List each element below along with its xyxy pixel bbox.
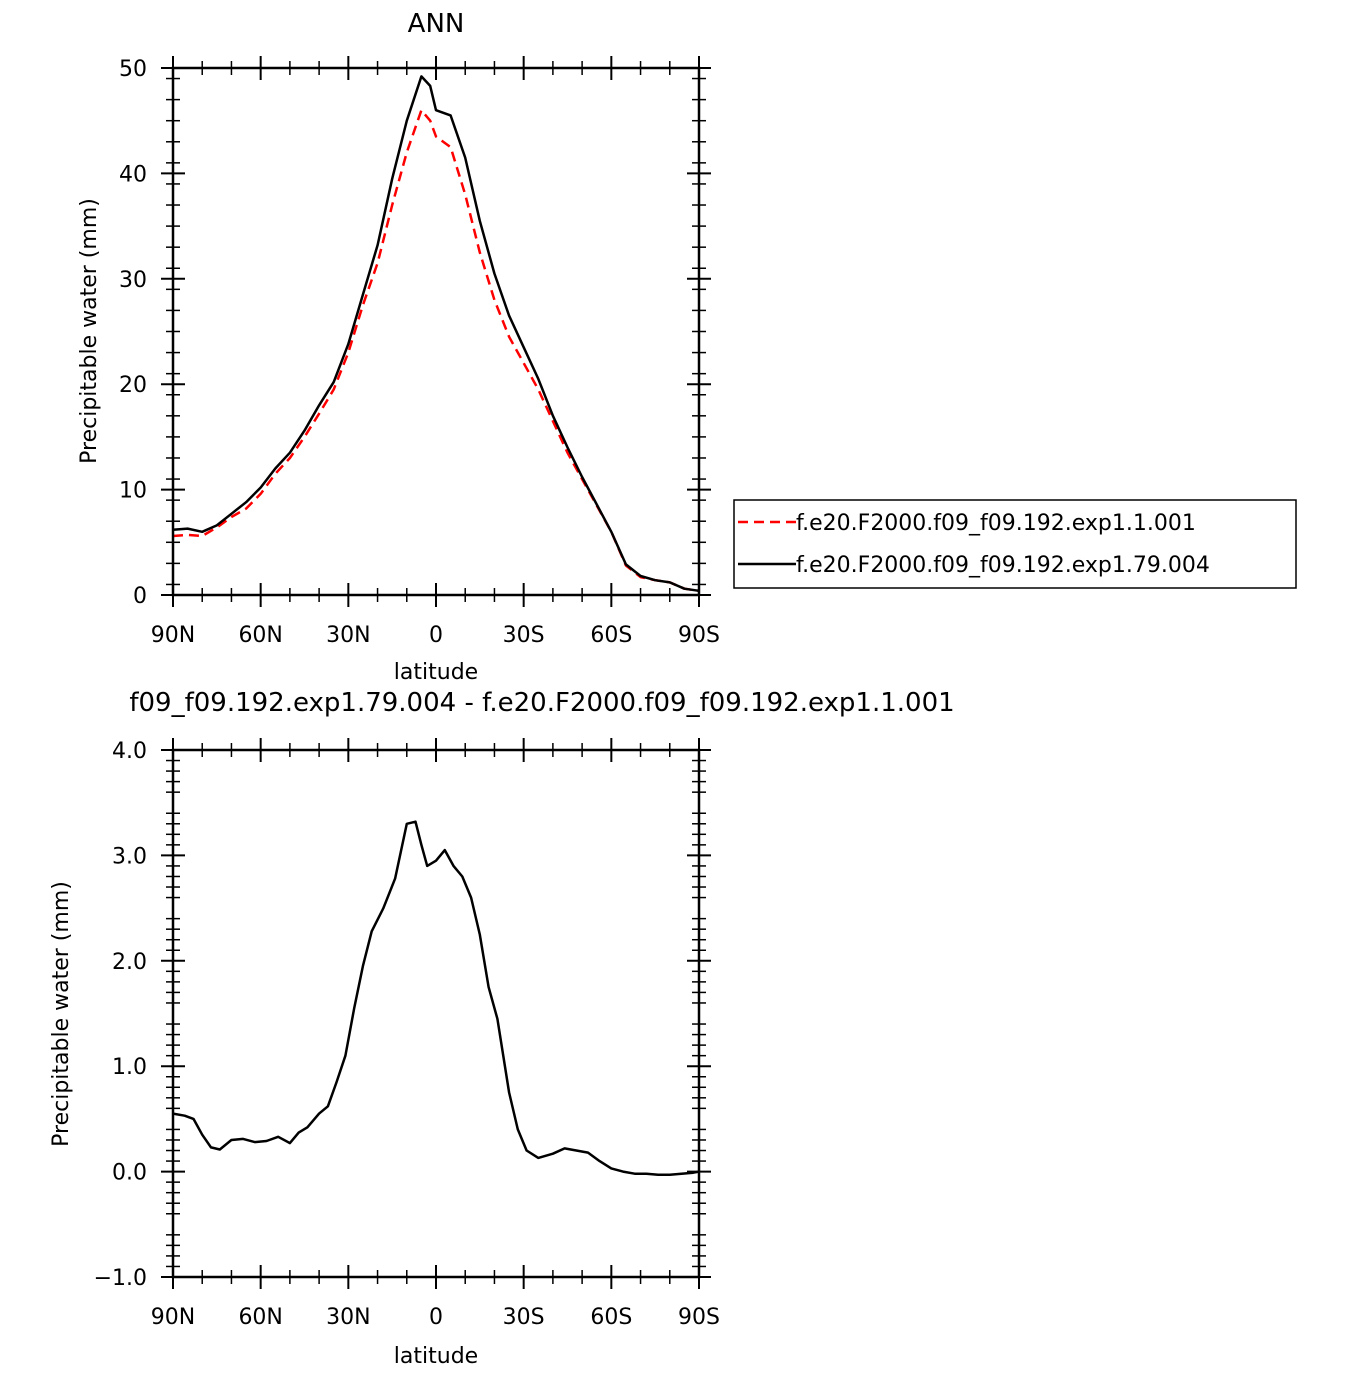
bottom-axis-ticks [161,738,711,1289]
top-y-tick-label: 40 [119,162,147,187]
top-series-line-2 [172,75,700,593]
top-x-tick-label: 60N [238,623,282,648]
top-x-tick-label: 90N [151,623,195,648]
top-axis-ticks [161,56,711,607]
top-panel: ANN 90N 60N 30N 0 30S 60S 90S 0 10 20 30 40 50 latit… [77,9,720,685]
bottom-x-tick-label: 90S [678,1305,720,1330]
bottom-x-tick-label: 0 [429,1305,443,1330]
bottom-y-tick-label: 4.0 [112,739,147,764]
bottom-series-line-1 [172,820,700,1177]
top-x-tick-label: 60S [590,623,632,648]
legend-label-2: f.e20.F2000.f09_f09.192.exp1.79.004 [796,553,1210,578]
bottom-y-tick-label: 2.0 [112,950,147,975]
top-y-tick-label: 20 [119,373,147,398]
legend: f.e20.F2000.f09_f09.192.exp1.1.001 f.e20… [733,499,1297,589]
top-chart-marks [172,75,700,593]
top-y-tick-label: 10 [119,479,147,504]
top-chart-title: ANN [408,9,465,39]
top-y-tick-label: 0 [133,584,147,609]
top-tick-labels: 90N 60N 30N 0 30S 60S 90S 0 10 20 30 40 50 [119,57,720,648]
bottom-x-tick-label: 30N [326,1305,370,1330]
top-x-tick-label: 90S [678,623,720,648]
top-y-tick-label: 30 [119,268,147,293]
bottom-chart-title: f09_f09.192.exp1.79.004 - f.e20.F2000.f0… [129,688,954,718]
top-x-tick-label: 30N [326,623,370,648]
top-plot-frame [171,66,701,597]
top-y-axis-label: Precipitable water (mm) [77,198,102,464]
bottom-x-tick-label: 60N [238,1305,282,1330]
bottom-y-tick-label: 0.0 [112,1161,147,1186]
top-x-axis-label: latitude [394,660,478,685]
top-series-line-1 [172,108,700,593]
bottom-plot-frame [171,748,701,1279]
top-x-tick-label: 30S [503,623,545,648]
bottom-x-axis-label: latitude [394,1344,478,1369]
legend-label-1: f.e20.F2000.f09_f09.192.exp1.1.001 [796,511,1196,536]
legend-box [733,499,1297,589]
bottom-panel: f09_f09.192.exp1.79.004 - f.e20.F2000.f0… [49,688,955,1369]
top-y-tick-label: 50 [119,57,147,82]
bottom-tick-labels: 90N 60N 30N 0 30S 60S 90S −1.0 0.0 1.0 2.0 3.0 4.0 [94,739,720,1330]
bottom-chart-marks [172,820,700,1177]
bottom-y-tick-label: −1.0 [94,1266,147,1291]
bottom-x-tick-label: 90N [151,1305,195,1330]
bottom-y-tick-label: 1.0 [112,1055,147,1080]
top-x-tick-label: 0 [429,623,443,648]
bottom-x-tick-label: 30S [503,1305,545,1330]
bottom-y-tick-label: 3.0 [112,844,147,869]
bottom-y-axis-label: Precipitable water (mm) [49,881,74,1147]
bottom-x-tick-label: 60S [590,1305,632,1330]
